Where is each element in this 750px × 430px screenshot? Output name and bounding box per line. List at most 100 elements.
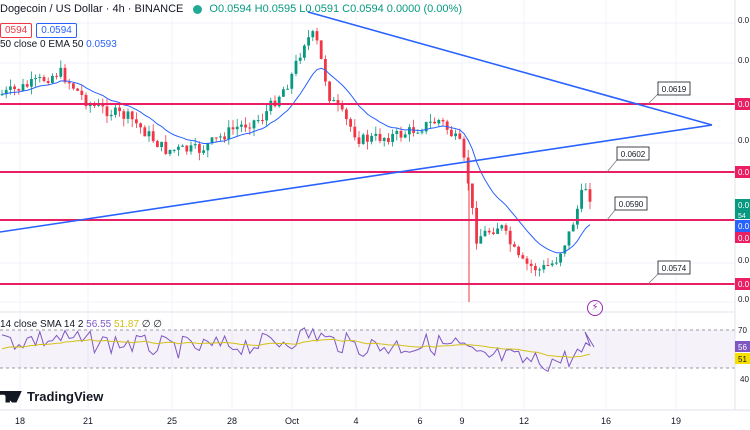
ema-legend-value: 0.0593: [86, 39, 117, 50]
candle: [156, 139, 159, 148]
candle: [542, 260, 546, 273]
candle: [46, 77, 50, 85]
candle: [546, 258, 550, 267]
level-label-0590[interactable]: 0.0590: [606, 196, 648, 221]
candle: [118, 104, 121, 117]
sell-price-button[interactable]: 0594: [0, 22, 33, 38]
price-tag: 54: [738, 213, 746, 220]
candle: [357, 130, 361, 148]
candle: [492, 227, 495, 236]
candle: [378, 128, 382, 144]
candle: [164, 135, 168, 156]
candle: [168, 149, 172, 157]
lightning-icon[interactable]: ⚡: [587, 300, 603, 316]
candle: [84, 92, 88, 110]
candle: [534, 263, 537, 277]
tradingview-logo-icon: [0, 390, 22, 403]
candle: [550, 260, 554, 268]
candle: [403, 131, 407, 139]
candle: [30, 71, 33, 95]
svg-text:0.0619: 0.0619: [662, 85, 687, 94]
price-axis[interactable]: 0.0 0.0 0.0 0.0 0.0 0.0 0.0 0.0 54 0.0 0…: [735, 16, 750, 384]
ema-line: [1, 67, 591, 254]
axis-label: 0.0: [738, 16, 750, 25]
rsi-line: [1, 327, 595, 373]
level-label-0574[interactable]: 0.0574: [647, 260, 691, 285]
candle: [189, 141, 193, 155]
candle: [206, 142, 210, 158]
candle: [332, 96, 336, 102]
axis-label: 0.0: [738, 295, 750, 304]
buy-price-button[interactable]: 0.0594: [36, 22, 77, 38]
time-axis-label: 6: [417, 416, 422, 426]
candle: [361, 132, 365, 146]
candle: [521, 252, 525, 260]
candle: [265, 104, 268, 127]
candle: [240, 120, 243, 133]
tradingview-logo[interactable]: TradingView: [0, 389, 103, 404]
level-label-0619[interactable]: 0.0619: [647, 81, 691, 105]
candle: [580, 183, 583, 213]
rsi-sma-line: [1, 338, 591, 358]
time-axis-label: 21: [83, 416, 93, 426]
candle: [445, 119, 449, 135]
candle: [21, 78, 25, 92]
candle: [181, 144, 184, 147]
candle: [538, 267, 541, 277]
symbol-title[interactable]: Dogecoin / US Dollar · 4h · BINANCE: [0, 3, 184, 15]
time-axis-label: 12: [519, 416, 529, 426]
candle: [437, 118, 441, 128]
candle: [286, 84, 289, 90]
candle: [349, 117, 352, 132]
candle: [370, 133, 373, 145]
candle: [328, 80, 331, 105]
candle: [576, 205, 579, 230]
candle: [424, 121, 428, 135]
candle: [214, 137, 218, 143]
candle: [227, 120, 231, 145]
candle: [483, 225, 487, 237]
rsi-legend-value: 56.55: [86, 319, 112, 330]
time-axis-label: 28: [227, 416, 237, 426]
rsi-legend[interactable]: 14 close SMA 14 2 56.55 51.87 ∅ ∅: [0, 319, 162, 330]
price-tag: 0.0: [738, 100, 750, 109]
candle: [391, 129, 394, 147]
candle: [143, 125, 147, 137]
time-axis[interactable]: 18 21 25 28 Oct 4 6 9 12 16 19: [15, 416, 681, 426]
candle: [340, 100, 344, 112]
candle: [59, 60, 63, 79]
candle: [315, 27, 319, 45]
time-axis-label: 4: [353, 416, 358, 426]
candle: [80, 85, 84, 101]
candle: [395, 127, 399, 141]
candle: [496, 222, 499, 235]
candle: [307, 30, 310, 51]
candle: [500, 224, 504, 232]
upper-trend-line[interactable]: [307, 11, 713, 126]
level-label-0602[interactable]: 0.0602: [606, 146, 650, 173]
candle: [555, 257, 558, 266]
symbol-header[interactable]: Dogecoin / US Dollar · 4h · BINANCE O0.0…: [0, 0, 470, 18]
candle: [172, 149, 176, 153]
candle: [244, 117, 247, 132]
candle: [38, 73, 42, 83]
candle: [475, 201, 478, 250]
time-axis-label: 9: [459, 416, 464, 426]
candle: [269, 97, 273, 115]
ema-legend-label: 50 close 0 EMA 50: [0, 39, 84, 50]
candle: [34, 74, 37, 87]
candle: [147, 125, 151, 142]
lower-trend-line[interactable]: [0, 124, 713, 233]
price-tag: 0.0: [738, 222, 750, 231]
candle: [588, 182, 592, 210]
svg-text:0.0574: 0.0574: [662, 264, 687, 273]
price-tag: 0.0: [738, 168, 750, 177]
candle: [51, 73, 54, 85]
candle: [210, 136, 214, 145]
ema-legend[interactable]: 50 close 0 EMA 50 0.0593: [0, 39, 117, 53]
candle: [466, 149, 470, 191]
ohlc-values: O0.0594 H0.0595 L0.0591 C0.0594 0.0000 (…: [209, 3, 462, 15]
candle: [185, 144, 189, 155]
